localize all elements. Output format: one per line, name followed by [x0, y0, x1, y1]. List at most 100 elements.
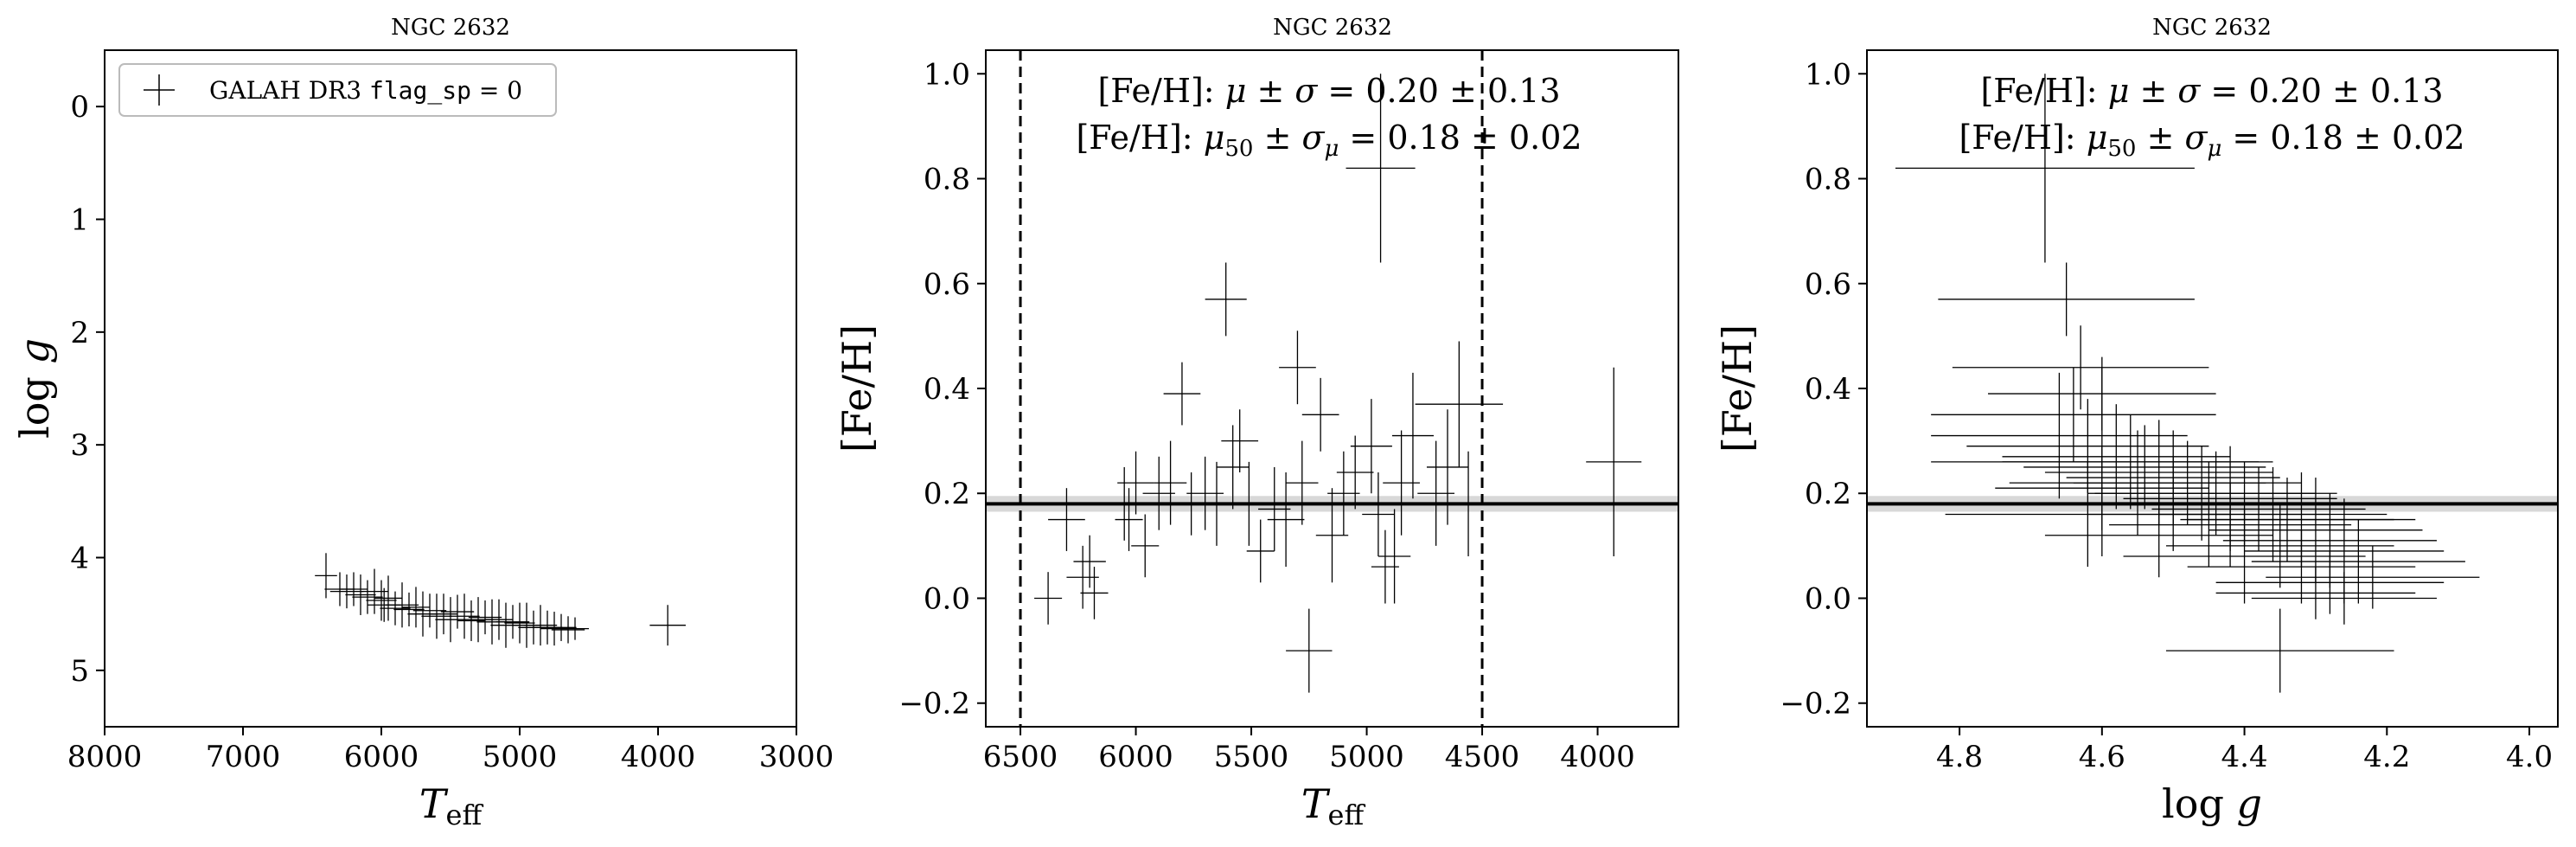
x-tick-label: 5500 — [1214, 740, 1289, 774]
panel-3-y-axis-label: [Fe/H] — [1714, 324, 1761, 452]
data-point — [1080, 567, 1109, 619]
data-point — [329, 574, 364, 609]
x-tick-label: 5000 — [483, 740, 558, 774]
x-tick-label: 6000 — [344, 740, 419, 774]
panel-3-annotation-mean: [Fe/H]: μ ± σ = 0.20 ± 0.13 — [1980, 72, 2443, 110]
data-point — [430, 594, 457, 635]
x-tick-label: 7000 — [206, 740, 281, 774]
data-point — [1952, 325, 2209, 410]
y-tick-label: 0.8 — [1805, 163, 1851, 197]
y-tick-label: 0.2 — [1805, 477, 1851, 511]
data-point — [1232, 461, 1266, 546]
panel-2-y-ticks: −0.2 0.0 0.2 0.4 0.6 0.8 1.0 — [898, 57, 986, 722]
y-tick-label: 4 — [70, 542, 89, 576]
data-point — [1586, 367, 1642, 556]
data-point — [435, 597, 466, 643]
data-point — [345, 574, 376, 615]
data-point — [2023, 425, 2266, 510]
data-point — [1154, 440, 1187, 525]
panel-3-title: NGC 2632 — [2152, 15, 2272, 41]
y-tick-label: −0.2 — [1780, 687, 1851, 722]
data-point — [412, 594, 447, 628]
y-tick-label: 0.8 — [924, 163, 970, 197]
legend-label: GALAH DR3 flag_sp = 0 — [209, 76, 522, 106]
data-point — [1258, 466, 1291, 551]
x-tick-label: 4.4 — [2221, 740, 2268, 774]
data-point — [1279, 330, 1316, 405]
data-point — [546, 613, 577, 641]
y-tick-label: 0.4 — [1805, 372, 1851, 407]
x-tick-label: 5000 — [1329, 740, 1404, 774]
data-point — [2215, 550, 2445, 614]
data-point — [1350, 399, 1392, 494]
data-point — [1931, 367, 2273, 556]
panel-2: NGC 2632 6500 6000 5500 5000 4500 4000 −0.2 0.… — [834, 15, 1679, 831]
panel-2-x-ticks: 6500 6000 5500 5000 4500 4000 — [983, 727, 1635, 774]
y-tick-label: 0.4 — [924, 372, 970, 407]
data-point — [1142, 456, 1175, 530]
x-tick-label: 4.6 — [2079, 740, 2125, 774]
data-point — [380, 591, 411, 626]
data-point — [1417, 440, 1455, 546]
data-point — [440, 594, 475, 629]
x-tick-label: 8000 — [67, 740, 143, 774]
data-point — [1034, 572, 1063, 625]
y-tick-label: 0.2 — [924, 477, 970, 511]
data-point — [1286, 440, 1319, 525]
panel-3-x-axis-label: log g — [2162, 780, 2262, 827]
data-point — [1066, 545, 1099, 609]
y-tick-label: 3 — [70, 428, 89, 463]
y-tick-label: 0.6 — [1805, 267, 1851, 302]
data-point — [1186, 456, 1224, 530]
data-point — [1115, 488, 1143, 551]
data-point — [1391, 372, 1434, 499]
legend-box — [118, 63, 557, 117]
data-point — [1301, 377, 1339, 452]
data-point — [1246, 519, 1275, 583]
data-point — [495, 605, 530, 639]
data-point — [1362, 472, 1395, 556]
data-point — [340, 572, 368, 606]
data-point — [2009, 430, 2266, 536]
x-tick-label: 4500 — [1445, 740, 1520, 774]
data-point — [2002, 404, 2231, 510]
data-point — [2251, 519, 2465, 604]
data-point — [421, 594, 452, 639]
data-point — [1377, 509, 1411, 604]
data-point — [449, 594, 480, 639]
panel-3-x-ticks: 4.8 4.6 4.4 4.2 4.0 — [1936, 727, 2553, 774]
panel-3-plot-layer — [1867, 74, 2558, 693]
data-point — [1426, 409, 1469, 525]
x-tick-label: 4000 — [1560, 740, 1635, 774]
data-point — [457, 600, 485, 641]
data-point — [1205, 262, 1247, 337]
data-point — [1346, 74, 1416, 263]
data-point — [1938, 262, 2195, 337]
data-point — [1895, 74, 2195, 263]
panel-1: NGC 2632 8000 7000 6000 5000 4000 3000 0 1 2 3 4 5… — [11, 15, 834, 831]
data-point — [2187, 529, 2416, 604]
panel-2-plot-layer — [986, 50, 1678, 727]
y-tick-label: 5 — [70, 654, 89, 689]
data-point — [2094, 451, 2337, 536]
data-point — [1131, 514, 1160, 578]
data-point — [551, 616, 585, 644]
data-point — [315, 553, 337, 599]
panel-2-annotation-mean: [Fe/H]: μ ± σ = 0.20 ± 0.13 — [1097, 72, 1560, 110]
panel-1-y-axis-label: log g — [11, 338, 58, 439]
data-point — [402, 587, 430, 628]
data-point — [1200, 461, 1233, 546]
panel-3: NGC 2632 4.8 4.6 4.4 4.2 4.0 −0.2 0.0 0.2 0.4 0.… — [1714, 15, 2559, 827]
data-point — [1449, 451, 1487, 556]
panel-1-title: NGC 2632 — [391, 15, 510, 41]
data-point — [1221, 409, 1259, 472]
y-tick-label: 0.6 — [924, 267, 970, 302]
data-point — [561, 617, 589, 640]
data-point — [468, 600, 502, 635]
panel-1-axes-frame — [104, 49, 797, 728]
y-tick-label: 1.0 — [924, 57, 970, 92]
y-tick-label: 0.0 — [1805, 581, 1851, 616]
data-point — [649, 605, 686, 646]
y-tick-label: 1 — [70, 203, 89, 238]
